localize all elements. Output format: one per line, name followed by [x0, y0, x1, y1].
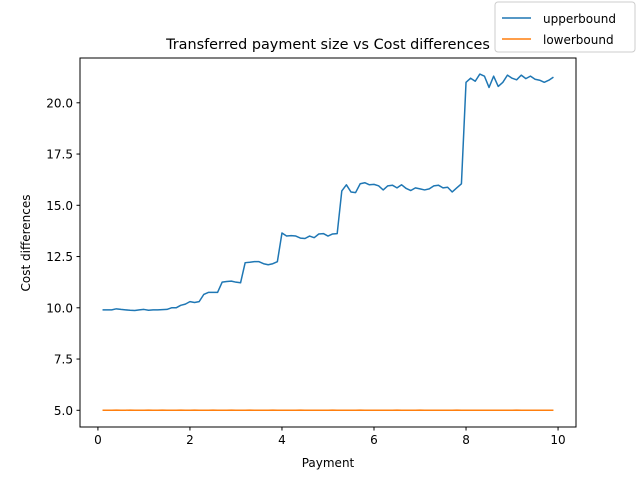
y-tick-label: 10.0 [46, 301, 73, 315]
x-tick-label: 8 [462, 433, 470, 447]
x-axis-ticks: 0 2 4 6 8 10 [94, 427, 566, 447]
y-tick-label: 15.0 [46, 199, 73, 213]
x-tick-label: 4 [278, 433, 286, 447]
legend-label-upperbound: upperbound [543, 12, 616, 26]
legend: upperbound lowerbound [494, 1, 636, 53]
series-lines [102, 73, 554, 412]
y-axis-ticks: 5.0 7.5 10.0 12.5 15.0 17.5 20.0 [46, 96, 80, 418]
y-tick-label: 5.0 [54, 404, 73, 418]
x-tick-label: 6 [370, 433, 378, 447]
legend-label-lowerbound: lowerbound [543, 33, 614, 47]
x-tick-label: 2 [186, 433, 194, 447]
x-axis-label: Payment [302, 456, 355, 470]
y-tick-label: 12.5 [46, 250, 73, 264]
plot-area-frame [79, 57, 577, 428]
y-tick-label: 17.5 [46, 148, 73, 162]
y-tick-label: 20.0 [46, 96, 73, 110]
y-axis-label: Cost differences [19, 195, 33, 292]
x-tick-label: 10 [550, 433, 565, 447]
series-line-upperbound [102, 73, 554, 312]
y-tick-label: 7.5 [54, 353, 73, 367]
chart-title: Transferred payment size vs Cost differe… [165, 37, 490, 53]
x-tick-label: 0 [94, 433, 102, 447]
